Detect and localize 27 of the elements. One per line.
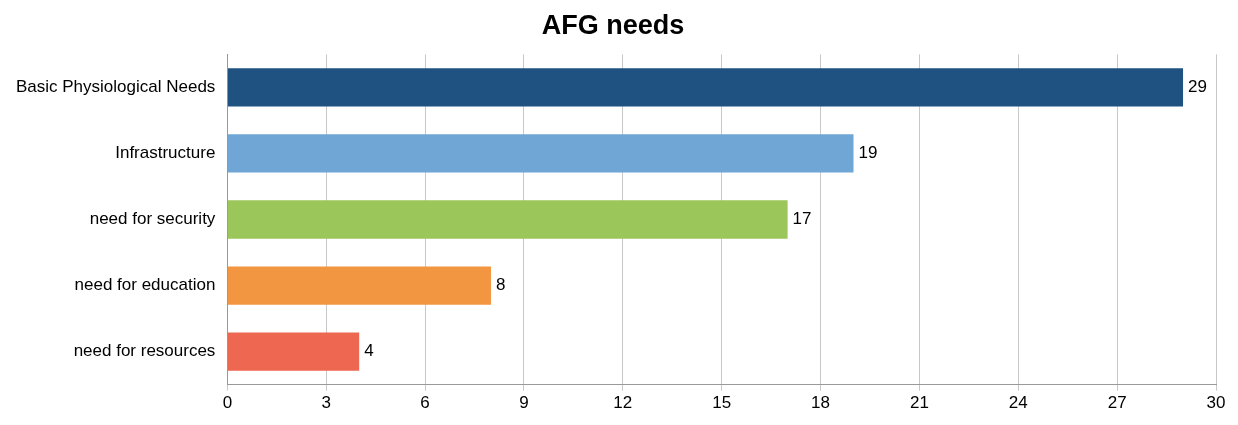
y-tick-label: need for resources: [73, 341, 216, 361]
y-tick-label: Basic Physiological Needs: [15, 77, 216, 97]
bar: [227, 134, 854, 173]
data-label: 8: [496, 275, 506, 295]
x-tick-label: 15: [712, 393, 732, 413]
x-tick-label: 24: [1008, 393, 1028, 413]
x-tick-label: 18: [811, 393, 831, 413]
y-tick-label: need for education: [74, 275, 216, 295]
x-tick-label: 12: [613, 393, 633, 413]
x-tick-label: 3: [321, 393, 331, 413]
x-tick-label: 0: [222, 393, 233, 413]
bar: [227, 200, 788, 239]
data-label: 4: [364, 341, 374, 361]
bar: [227, 266, 492, 305]
data-label: 29: [1188, 77, 1207, 97]
chart-title: AFG needs: [541, 9, 685, 40]
x-tick-label: 21: [909, 393, 929, 413]
bar: [227, 332, 360, 371]
y-tick-label: Infrastructure: [115, 143, 216, 163]
bar: [227, 68, 1184, 107]
data-label: 19: [858, 143, 878, 163]
x-tick-label: 6: [420, 393, 430, 413]
data-label: 17: [792, 209, 812, 229]
x-tick-label: 30: [1206, 393, 1226, 413]
y-tick-label: need for security: [89, 209, 216, 229]
x-tick-label: 9: [519, 393, 529, 413]
x-tick-label: 27: [1107, 393, 1127, 413]
